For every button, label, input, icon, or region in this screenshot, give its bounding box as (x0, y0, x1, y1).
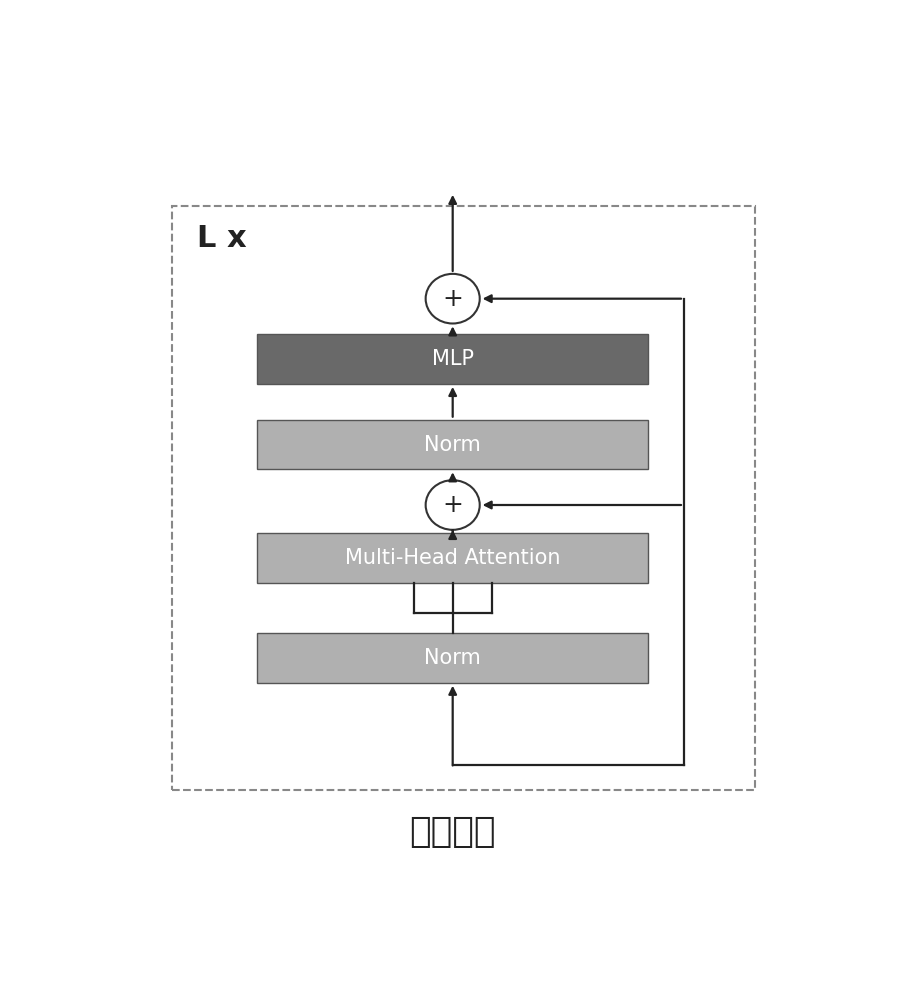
Text: Norm: Norm (424, 648, 481, 668)
Text: MLP: MLP (431, 349, 474, 369)
Bar (257, 633, 648, 683)
Bar (257, 533, 648, 583)
Bar (172, 206, 756, 790)
Ellipse shape (426, 480, 480, 530)
Text: Norm: Norm (424, 435, 481, 455)
Bar (257, 420, 648, 469)
Text: 实例嵌入: 实例嵌入 (409, 815, 496, 849)
Text: Multi-Head Attention: Multi-Head Attention (345, 548, 560, 568)
Text: +: + (442, 493, 463, 517)
Text: +: + (442, 287, 463, 311)
Bar (257, 334, 648, 384)
Ellipse shape (426, 274, 480, 323)
Text: L x: L x (196, 224, 246, 253)
